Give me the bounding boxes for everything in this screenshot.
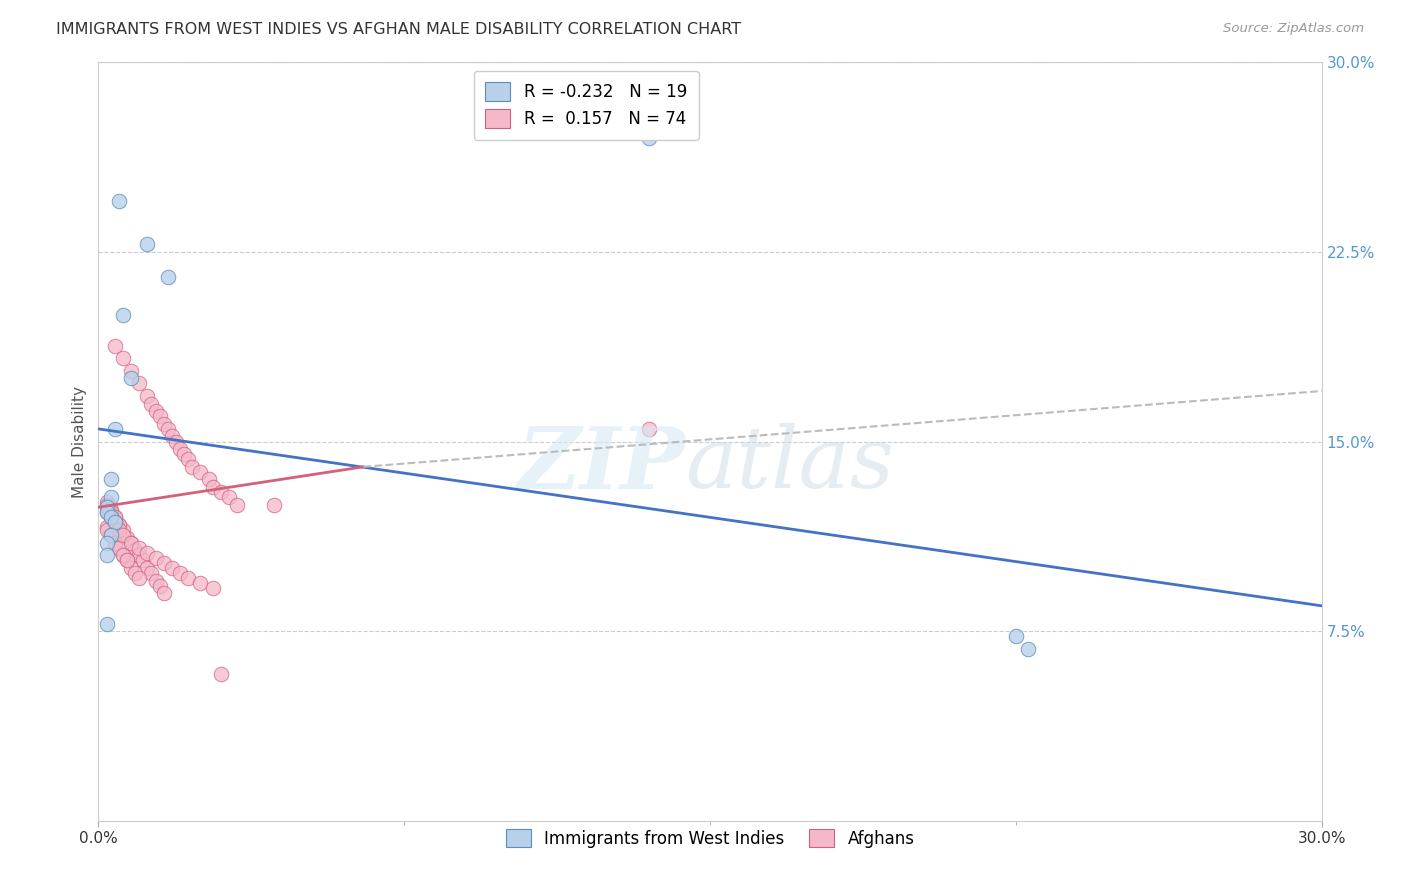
Point [197,473,219,487]
Point [218,490,240,504]
Point [111,351,134,366]
Point [132,553,155,567]
Point [96,498,118,512]
Point [160,429,183,443]
Point [111,528,134,542]
Y-axis label: Male Disability: Male Disability [72,385,87,498]
Point [136,546,159,560]
Point [152,586,174,600]
Point [124,566,146,580]
Point [152,556,174,570]
Point [201,581,224,595]
Point [108,541,131,555]
Text: atlas: atlas [686,423,894,506]
Point [104,535,127,549]
Point [120,535,142,549]
Point [128,541,150,555]
Point [173,447,195,461]
Point [100,490,122,504]
Text: IMMIGRANTS FROM WEST INDIES VS AFGHAN MALE DISABILITY CORRELATION CHART: IMMIGRANTS FROM WEST INDIES VS AFGHAN MA… [56,22,741,37]
Point [145,550,167,565]
Point [100,510,122,524]
Point [100,510,122,524]
Point [96,535,118,549]
Point [263,498,285,512]
Point [141,566,163,580]
Point [108,517,131,532]
Point [136,237,159,252]
Legend: Immigrants from West Indies, Afghans: Immigrants from West Indies, Afghans [495,819,925,858]
Point [128,376,150,391]
Point [128,548,150,563]
Point [108,523,131,537]
Point [136,561,159,575]
Point [96,505,118,519]
Point [104,516,127,530]
Point [169,566,191,580]
Point [104,510,127,524]
Point [188,576,212,591]
Text: Source: ZipAtlas.com: Source: ZipAtlas.com [1223,22,1364,36]
Point [115,553,138,567]
Point [100,528,122,542]
Point [96,616,118,631]
Point [100,473,122,487]
Point [169,442,191,457]
Text: ZIP: ZIP [517,423,686,506]
Point [104,338,127,352]
Point [209,667,232,681]
Point [120,561,142,575]
Point [108,194,131,209]
Point [181,459,204,474]
Point [108,541,131,555]
Point [115,553,138,567]
Point [128,571,150,585]
Point [120,371,142,385]
Point [120,364,142,378]
Point [100,528,122,542]
Point [120,535,142,549]
Point [96,523,118,537]
Point [1004,629,1026,643]
Point [104,535,127,549]
Point [115,531,138,545]
Point [177,452,200,467]
Point [149,409,172,424]
Point [226,498,249,512]
Point [96,520,118,534]
Point [124,543,146,558]
Point [100,505,122,519]
Point [100,503,122,517]
Point [104,422,127,436]
Point [165,434,187,449]
Point [160,561,183,575]
Point [209,485,232,500]
Point [96,505,118,519]
Point [156,422,179,436]
Point [141,396,163,410]
Point [637,131,661,145]
Point [104,510,127,524]
Point [111,308,134,322]
Point [145,574,167,588]
Point [145,404,167,418]
Point [104,516,127,530]
Point [111,523,134,537]
Point [1017,641,1039,656]
Point [108,517,131,532]
Point [152,417,174,431]
Point [96,548,118,563]
Point [177,571,200,585]
Point [111,548,134,563]
Point [637,422,661,436]
Point [111,548,134,563]
Point [136,389,159,403]
Point [96,500,118,515]
Point [156,270,179,285]
Point [201,480,224,494]
Point [96,495,118,509]
Point [149,579,172,593]
Point [188,465,212,479]
Point [100,528,122,542]
